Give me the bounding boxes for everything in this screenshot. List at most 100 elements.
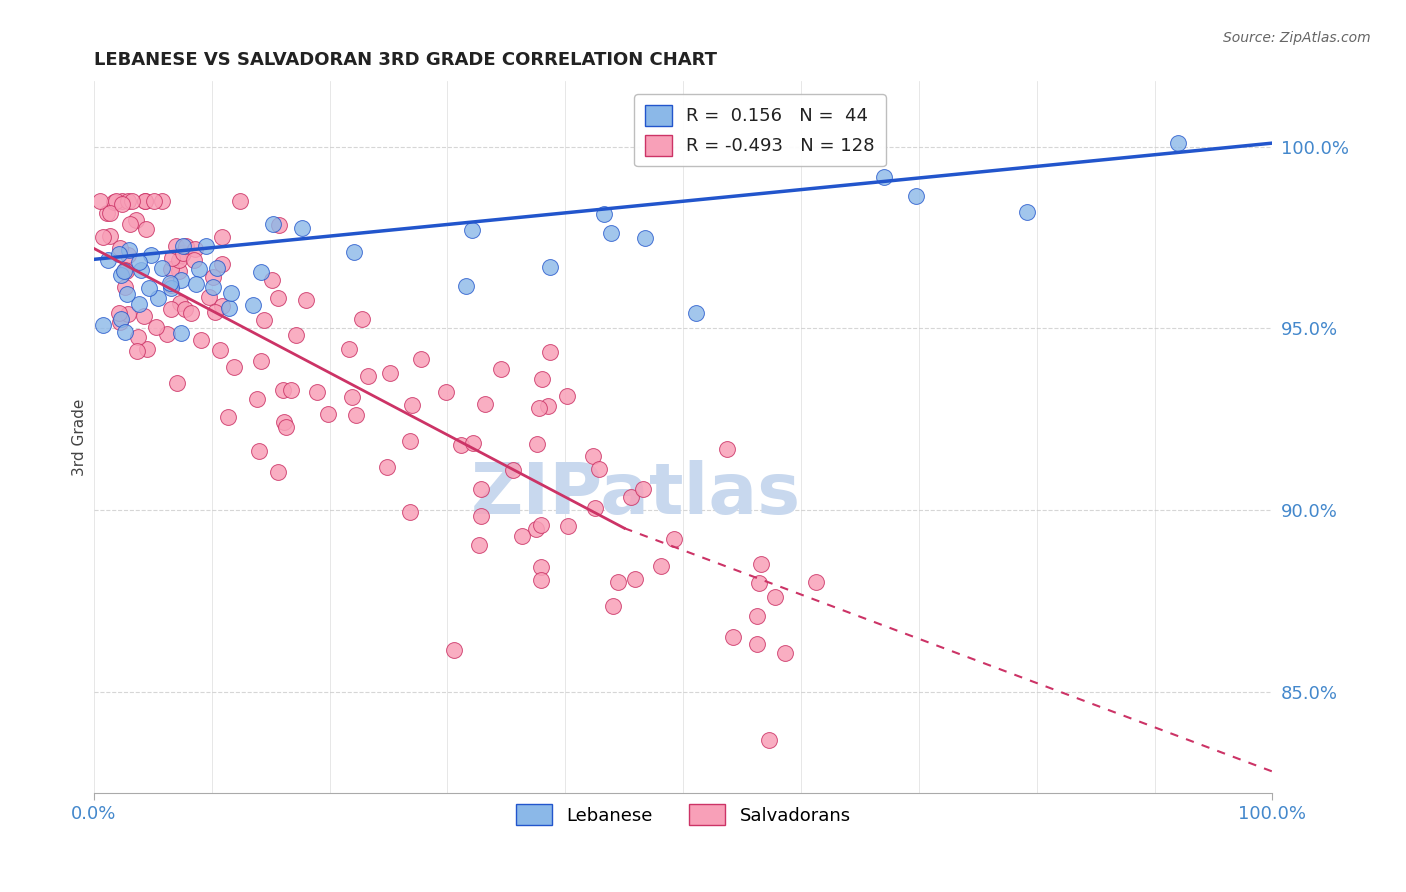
Point <box>557 518 579 533</box>
Point <box>117 194 139 209</box>
Point <box>804 575 827 590</box>
Point <box>138 280 160 294</box>
Point <box>295 293 318 307</box>
Point <box>160 302 183 317</box>
Point <box>274 419 297 434</box>
Point <box>510 529 533 543</box>
Point <box>555 389 578 403</box>
Point <box>602 599 624 614</box>
Point <box>205 261 228 276</box>
Point <box>454 279 477 293</box>
Point <box>165 239 187 253</box>
Point <box>316 407 339 421</box>
Point <box>217 410 239 425</box>
Point <box>530 518 553 533</box>
Point <box>135 222 157 236</box>
Point <box>172 239 194 253</box>
Point <box>167 263 190 277</box>
Point <box>474 397 496 411</box>
Point <box>468 538 491 552</box>
Point <box>606 575 628 590</box>
Point <box>170 272 193 286</box>
Point <box>172 246 194 260</box>
Point <box>662 532 685 546</box>
Point <box>136 342 159 356</box>
Point <box>775 646 797 660</box>
Point <box>284 328 307 343</box>
Point <box>530 560 553 574</box>
Point <box>188 261 211 276</box>
Point <box>253 312 276 326</box>
Point <box>339 342 361 356</box>
Point <box>380 366 402 380</box>
Point <box>107 247 129 261</box>
Point <box>128 254 150 268</box>
Point <box>105 194 128 209</box>
Point <box>201 270 224 285</box>
Point <box>96 206 118 220</box>
Point <box>108 241 131 255</box>
Point <box>121 194 143 209</box>
Point <box>588 462 610 476</box>
Point <box>872 169 894 184</box>
Point <box>905 188 928 202</box>
Point <box>260 272 283 286</box>
Point <box>174 301 197 316</box>
Point <box>340 390 363 404</box>
Point <box>127 329 149 343</box>
Point <box>716 442 738 457</box>
Point <box>98 229 121 244</box>
Point <box>117 243 139 257</box>
Point <box>170 248 193 262</box>
Point <box>246 392 269 406</box>
Point <box>125 344 148 359</box>
Point <box>398 434 420 449</box>
Point <box>128 297 150 311</box>
Point <box>184 277 207 291</box>
Point <box>114 263 136 277</box>
Point <box>450 438 472 452</box>
Point <box>142 194 165 209</box>
Point <box>190 333 212 347</box>
Point <box>114 262 136 277</box>
Point <box>267 465 290 479</box>
Point <box>461 436 484 450</box>
Point <box>470 509 492 524</box>
Point <box>125 213 148 227</box>
Point <box>273 415 295 429</box>
Point <box>526 436 548 450</box>
Point <box>201 280 224 294</box>
Y-axis label: 3rd Grade: 3rd Grade <box>72 399 87 476</box>
Point <box>305 384 328 399</box>
Point <box>184 242 207 256</box>
Point <box>167 252 190 267</box>
Point <box>91 318 114 333</box>
Point <box>620 491 643 505</box>
Point <box>111 196 134 211</box>
Point <box>148 291 170 305</box>
Point <box>249 265 271 279</box>
Point <box>536 400 558 414</box>
Point <box>132 309 155 323</box>
Point <box>489 362 512 376</box>
Point <box>159 276 181 290</box>
Point <box>344 408 367 422</box>
Point <box>538 260 561 274</box>
Point <box>160 262 183 277</box>
Text: Source: ZipAtlas.com: Source: ZipAtlas.com <box>1223 31 1371 45</box>
Point <box>129 263 152 277</box>
Point <box>115 264 138 278</box>
Point <box>111 194 134 209</box>
Point <box>117 307 139 321</box>
Point <box>434 384 457 399</box>
Point <box>100 206 122 220</box>
Point <box>527 401 550 416</box>
Point <box>526 522 548 536</box>
Point <box>242 298 264 312</box>
Point <box>97 253 120 268</box>
Point <box>758 732 780 747</box>
Point <box>409 351 432 366</box>
Point <box>145 320 167 334</box>
Point <box>110 312 132 326</box>
Point <box>219 286 242 301</box>
